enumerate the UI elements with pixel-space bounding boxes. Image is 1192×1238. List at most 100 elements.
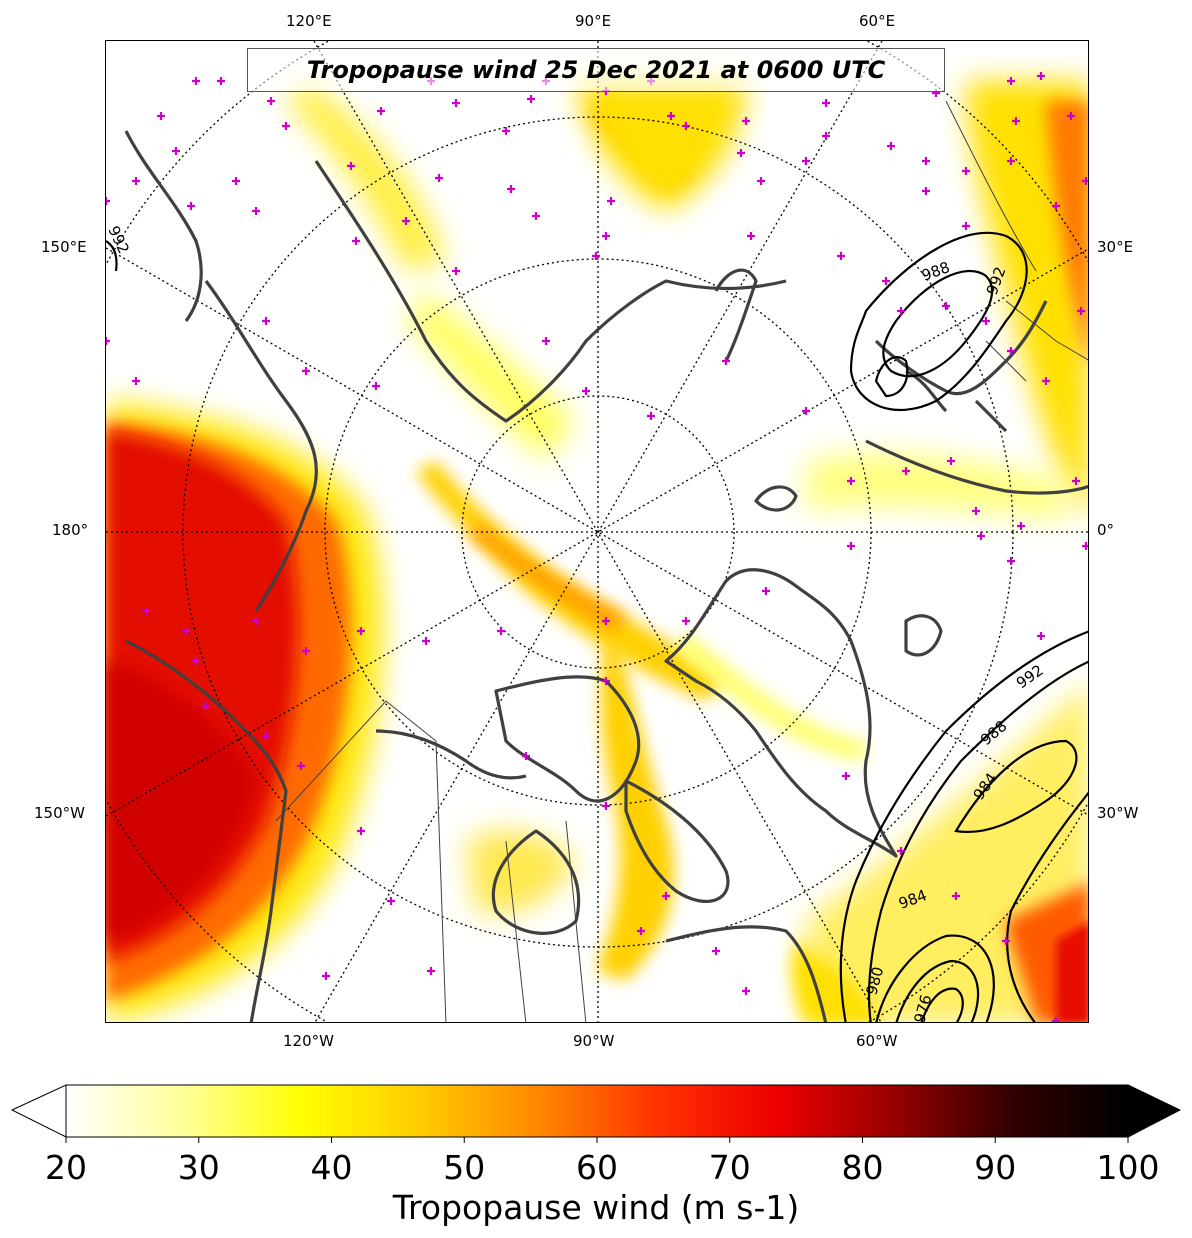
colorbar-tick-label: 20	[45, 1148, 87, 1187]
polar-jet-streak-core	[471, 521, 626, 631]
station-marker	[602, 677, 610, 685]
station-marker	[842, 772, 850, 780]
station-marker	[527, 95, 535, 103]
atlantic-contour-984b	[1006, 791, 1088, 1022]
canada-provinces	[435, 740, 587, 1022]
station-marker	[132, 177, 140, 185]
station-marker	[507, 185, 515, 193]
station-marker	[157, 112, 165, 120]
station-marker	[722, 357, 730, 365]
lon-label-right: 0°	[1097, 521, 1115, 539]
novaya-zemlya	[714, 268, 758, 362]
station-markers	[106, 72, 1088, 1023]
station-marker	[602, 232, 610, 240]
station-marker	[582, 387, 590, 395]
atlantic-jet-max	[1056, 922, 1088, 1022]
station-marker	[592, 252, 600, 260]
station-marker	[252, 617, 260, 625]
lon-label-top: 60°E	[859, 12, 896, 30]
map-canvas: 992 988 992 988 984 984 980 976 992	[106, 41, 1088, 1023]
colorbar-tick-label: 30	[177, 1148, 220, 1187]
baltic	[905, 369, 948, 413]
station-marker	[1017, 522, 1025, 530]
station-marker	[322, 972, 330, 980]
pressure-contours	[106, 231, 1088, 1022]
station-marker	[902, 467, 910, 475]
contour-label: 992	[983, 264, 1010, 297]
station-marker	[922, 157, 930, 165]
station-marker	[106, 197, 110, 205]
station-marker	[982, 317, 990, 325]
contour-label: 992	[1013, 661, 1047, 692]
station-marker	[282, 122, 290, 130]
kamchatka	[124, 130, 203, 322]
station-marker	[427, 967, 435, 975]
scandinavia	[874, 300, 1048, 396]
meridian-30e-150w	[106, 248, 1088, 817]
station-marker	[182, 627, 190, 635]
station-marker	[502, 127, 510, 135]
station-marker	[452, 99, 460, 107]
station-marker	[1077, 307, 1085, 315]
colorbar-tick-label: 80	[841, 1148, 884, 1187]
station-marker	[297, 762, 305, 770]
station-marker	[1082, 542, 1088, 550]
colorbar-extend-min	[10, 1084, 67, 1138]
station-marker	[897, 307, 905, 315]
station-marker	[977, 532, 985, 540]
greenland-streak	[676, 631, 866, 761]
country-borders	[275, 100, 1088, 1022]
station-marker	[742, 987, 750, 995]
europe-low-outer	[849, 231, 1028, 411]
lon-label-top: 120°E	[286, 12, 332, 30]
station-marker	[747, 232, 755, 240]
station-marker	[202, 702, 210, 710]
bering-contour	[106, 240, 118, 272]
canada-band	[596, 641, 674, 981]
station-marker	[302, 367, 310, 375]
nepole-band	[406, 291, 576, 461]
station-marker	[1007, 157, 1015, 165]
station-marker	[762, 587, 770, 595]
station-marker	[822, 99, 830, 107]
station-marker	[1072, 477, 1080, 485]
lon-label-left: 150°W	[34, 804, 85, 822]
map-panel: 992 988 992 988 984 984 980 976 992	[105, 40, 1089, 1023]
station-marker	[1067, 112, 1075, 120]
colorbar-tick-label: 70	[708, 1148, 751, 1187]
station-marker	[1037, 72, 1045, 80]
europe-band	[806, 452, 1066, 521]
meridian-60	[313, 41, 882, 1022]
europe-jet-core	[1046, 101, 1088, 364]
colorbar-extend-max	[1127, 1084, 1182, 1138]
station-marker	[737, 149, 745, 157]
station-marker	[712, 947, 720, 955]
colorbar-tick-label: 60	[576, 1148, 618, 1187]
baffin-island	[624, 779, 730, 903]
lon-label-left: 180°	[52, 521, 89, 539]
station-marker	[682, 122, 690, 130]
colorbar-tick-label: 50	[443, 1148, 486, 1187]
station-marker	[947, 457, 955, 465]
europe-low-inner	[874, 356, 909, 398]
station-marker	[782, 1022, 790, 1023]
station-marker	[232, 177, 240, 185]
station-marker	[352, 237, 360, 245]
labrador-low-3	[920, 987, 964, 1022]
station-marker	[262, 317, 270, 325]
station-marker	[1052, 202, 1060, 210]
station-marker	[742, 117, 750, 125]
europe-low-mid	[882, 270, 994, 378]
station-marker	[1037, 632, 1045, 640]
station-marker	[106, 337, 110, 345]
labrador-low-1	[875, 934, 995, 1022]
atlantic-contour-988	[867, 660, 1088, 1022]
wind-speed-field	[106, 81, 1088, 1022]
station-marker	[802, 407, 810, 415]
colorbar-bar	[65, 1084, 1129, 1138]
lon-label-right: 30°E	[1097, 238, 1134, 256]
canadian-archipelago	[494, 675, 641, 803]
station-marker	[262, 732, 270, 740]
station-marker	[332, 1022, 340, 1023]
atlantic-contour-992	[839, 630, 1088, 1022]
